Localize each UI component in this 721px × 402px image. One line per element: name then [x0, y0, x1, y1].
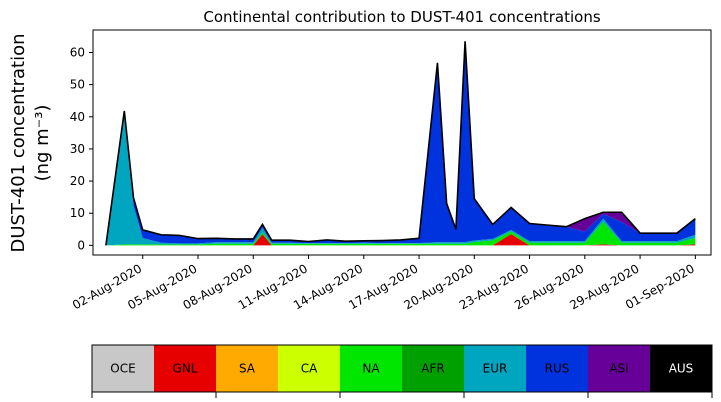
colorbar-swatch-oce: [92, 345, 154, 392]
colorbar-swatch-sa: [216, 345, 278, 392]
y-tick-label: 40: [70, 110, 85, 124]
colorbar-label-oce: OCE: [110, 362, 135, 376]
y-tick-label: 20: [70, 174, 85, 188]
colorbar-swatch-gnl: [154, 345, 216, 392]
colorbar-label-rus: RUS: [545, 362, 570, 376]
region-colorbar: OCE GNL SA CA NA AFR EUR RUS ASI AUS: [91, 344, 713, 398]
total-outline: [105, 41, 696, 246]
colorbar-label-asi: ASI: [609, 362, 628, 376]
colorbar-label-ca: CA: [301, 362, 318, 376]
x-axis-ticks: 02-Aug-202005-Aug-202008-Aug-202011-Aug-…: [70, 255, 697, 312]
y-tick-label: 60: [70, 46, 85, 60]
colorbar-label-aus: AUS: [669, 362, 694, 376]
chart-title: Continental contribution to DUST-401 con…: [203, 8, 600, 26]
colorbar-label-eur: EUR: [483, 362, 508, 376]
colorbar-swatch-na: [340, 345, 402, 392]
stacked-area-layers: [105, 41, 696, 246]
area-asi: [105, 41, 696, 246]
colorbar-label-gnl: GNL: [173, 362, 198, 376]
y-axis-label-line2: (ng m⁻³): [32, 105, 53, 182]
plot-frame: [92, 29, 712, 256]
colorbar-label-afr: AFR: [421, 362, 444, 376]
y-tick-label: 0: [77, 238, 85, 252]
colorbar-swatch-rus: [526, 345, 588, 392]
y-axis-label-line1: DUST-401 concentration: [8, 33, 29, 252]
y-tick-label: 50: [70, 78, 85, 92]
area-na: [105, 221, 696, 246]
y-tick-label: 30: [70, 142, 85, 156]
colorbar-frame: [91, 344, 713, 393]
colorbar-swatch-aus: [650, 345, 712, 392]
y-axis-ticks: 0 10 20 30 40 50 60: [70, 46, 93, 252]
colorbar-label-na: NA: [362, 362, 380, 376]
y-tick-label: 10: [70, 206, 85, 220]
area-eur: [105, 115, 696, 246]
colorbar-label-sa: SA: [239, 362, 256, 376]
colorbar-swatch-ca: [278, 345, 340, 392]
colorbar-swatch-asi: [588, 345, 650, 392]
colorbar-swatch-afr: [402, 345, 464, 392]
colorbar-swatch-eur: [464, 345, 526, 392]
